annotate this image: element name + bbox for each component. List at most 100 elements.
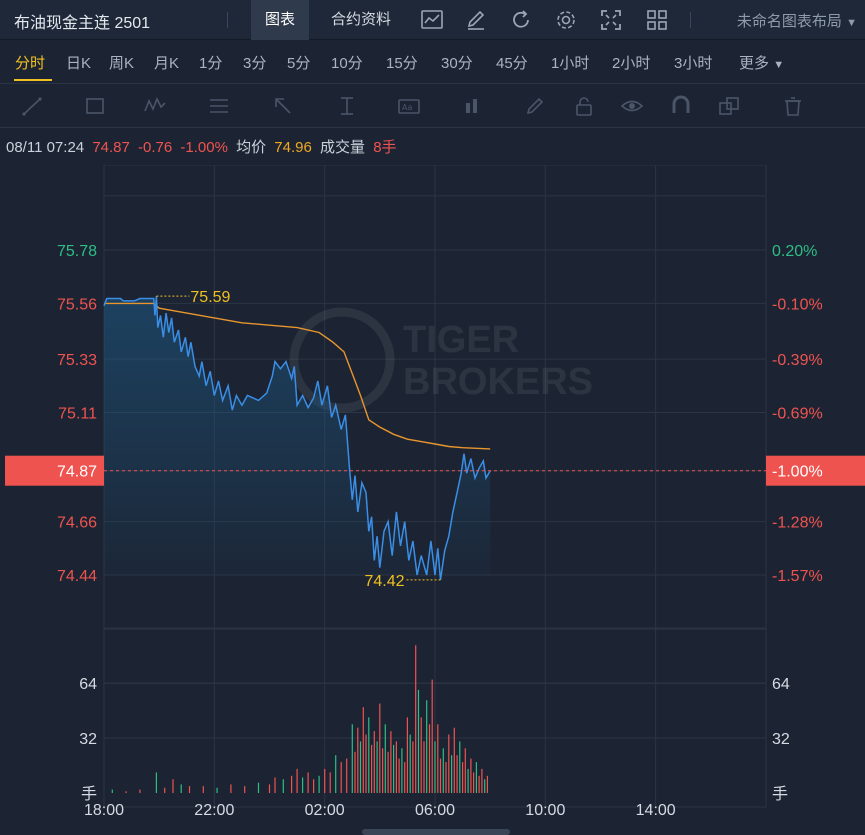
price-tick-label: 75.33 — [57, 352, 97, 369]
period-3min[interactable]: 3分 — [243, 55, 267, 72]
avg-price-label: 均价 — [236, 139, 267, 156]
tab-chart[interactable]: 图表 — [251, 0, 310, 40]
percent-tick-label: -0.10% — [772, 296, 823, 313]
period-day[interactable]: 日K — [66, 55, 92, 72]
drawing-toolbar: Aa — [0, 84, 865, 128]
price-line — [103, 296, 491, 581]
top-bar: 布油现金主连 2501 图表 合约资料 未命名图表布局 ▼ — [0, 0, 865, 40]
grid-layout-icon[interactable] — [644, 7, 670, 33]
current-price-box-left — [5, 455, 104, 486]
arrow-tool-icon[interactable] — [270, 93, 296, 119]
avg-price-line — [104, 302, 491, 450]
volume-tick-label: 64 — [79, 676, 97, 693]
volume-tick-label: 64 — [772, 676, 790, 693]
eye-icon[interactable] — [619, 93, 645, 119]
low-label: 74.42 — [364, 573, 404, 590]
quote-datetime: 08/11 07:24 — [6, 139, 85, 156]
current-price-labels: 74.87 -1.00% — [5, 455, 865, 486]
period-3hour[interactable]: 3小时 — [674, 55, 713, 72]
intraday-chart[interactable]: TIGER BROKERS 75.59 74.42 75.78 75.56 75.3… — [0, 165, 865, 829]
volume-tick-label: 32 — [79, 731, 97, 748]
active-period-indicator — [14, 79, 52, 81]
price-range-icon[interactable] — [334, 93, 360, 119]
settings-gear-icon[interactable] — [553, 7, 579, 33]
time-tick-label: 10:00 — [525, 802, 565, 819]
time-axis: 18:00 22:00 02:00 06:00 10:00 14:00 — [84, 802, 676, 819]
fullscreen-icon[interactable] — [598, 7, 624, 33]
instrument-title: 布油现金主连 2501 — [14, 15, 151, 32]
refresh-icon[interactable] — [508, 7, 534, 33]
percent-tick-label: -0.69% — [772, 406, 823, 423]
measure-bars-icon[interactable] — [460, 93, 486, 119]
volume-unit-label: 手 — [772, 785, 788, 803]
percent-tick-label: 0.20% — [772, 243, 817, 260]
current-pct-box-right — [766, 455, 865, 486]
text-tool-icon[interactable]: Aa — [396, 93, 422, 119]
volume-unit-label: 手 — [81, 785, 97, 803]
time-tick-label: 06:00 — [415, 802, 455, 819]
volume-bars — [111, 645, 488, 793]
period-30min[interactable]: 30分 — [441, 55, 473, 72]
avg-price-value: 74.96 — [274, 139, 312, 156]
low-marker: 74.42 — [364, 573, 441, 590]
high-marker: 75.59 — [156, 289, 231, 306]
chevron-down-icon: ▼ — [846, 17, 857, 29]
period-2hour[interactable]: 2小时 — [612, 55, 651, 72]
high-label: 75.59 — [190, 289, 230, 306]
trash-icon[interactable] — [780, 93, 806, 119]
time-tick-label: 22:00 — [194, 802, 234, 819]
layers-icon[interactable] — [716, 93, 742, 119]
pen-icon[interactable] — [522, 93, 548, 119]
layout-selector[interactable]: 未命名图表布局 ▼ — [737, 10, 857, 31]
period-1min[interactable]: 1分 — [199, 55, 223, 72]
current-pct-label: -1.00% — [772, 464, 823, 481]
percent-tick-label: -0.39% — [772, 352, 823, 369]
rectangle-tool-icon[interactable] — [82, 93, 108, 119]
lock-icon[interactable] — [571, 93, 597, 119]
quote-change-pct: -1.00% — [180, 139, 228, 156]
chart-scrollbar[interactable] — [362, 829, 510, 835]
current-price-label: 74.87 — [57, 464, 97, 481]
fibonacci-icon[interactable] — [206, 93, 232, 119]
period-week[interactable]: 周K — [109, 55, 135, 72]
percent-tick-label: -1.57% — [772, 568, 823, 585]
period-10min[interactable]: 10分 — [331, 55, 363, 72]
watermark: TIGER BROKERS — [289, 307, 593, 413]
time-tick-label: 18:00 — [84, 802, 124, 819]
divider — [690, 12, 691, 28]
period-intraday[interactable]: 分时 — [15, 55, 46, 72]
svg-text:Aa: Aa — [402, 103, 412, 112]
layout-name: 未命名图表布局 — [736, 13, 842, 30]
period-15min[interactable]: 15分 — [386, 55, 418, 72]
watermark-line-1: TIGER — [403, 319, 519, 361]
price-area — [104, 296, 491, 580]
period-month[interactable]: 月K — [154, 55, 180, 72]
price-tick-label: 74.66 — [57, 515, 97, 532]
more-label: 更多 — [739, 55, 770, 72]
period-5min[interactable]: 5分 — [287, 55, 311, 72]
chart-compare-icon[interactable] — [419, 7, 445, 33]
period-bar: 分时 日K 周K 月K 1分 3分 5分 10分 15分 30分 45分 1小时… — [0, 40, 865, 84]
edit-icon[interactable] — [463, 7, 489, 33]
volume-label: 成交量 — [320, 139, 366, 156]
price-tick-label: 75.11 — [58, 406, 97, 423]
quote-change: -0.76 — [138, 139, 173, 156]
trend-line-icon[interactable] — [20, 93, 46, 119]
volume-tick-label: 32 — [772, 731, 790, 748]
volume-axis: 64 64 32 32 手 手 — [79, 676, 790, 803]
period-45min[interactable]: 45分 — [496, 55, 528, 72]
period-1hour[interactable]: 1小时 — [551, 55, 590, 72]
period-more[interactable]: 更多 ▼ — [739, 52, 784, 73]
quote-price: 74.87 — [92, 139, 130, 156]
tab-contract-info[interactable]: 合约资料 — [331, 11, 392, 28]
percent-axis: 0.20% -0.10% -0.39% -0.69% -1.28% -1.57% — [772, 243, 823, 585]
price-tick-label: 75.56 — [57, 296, 97, 313]
quote-info-bar: 08/11 07:24 74.87 -0.76 -1.00% 均价 74.96 … — [6, 136, 401, 157]
volume-value: 8手 — [373, 139, 397, 156]
wave-pattern-icon[interactable] — [142, 93, 168, 119]
magnet-icon[interactable] — [668, 93, 694, 119]
watermark-line-2: BROKERS — [403, 361, 593, 403]
percent-tick-label: -1.28% — [772, 515, 823, 532]
divider — [227, 12, 228, 28]
time-tick-label: 14:00 — [636, 802, 676, 819]
